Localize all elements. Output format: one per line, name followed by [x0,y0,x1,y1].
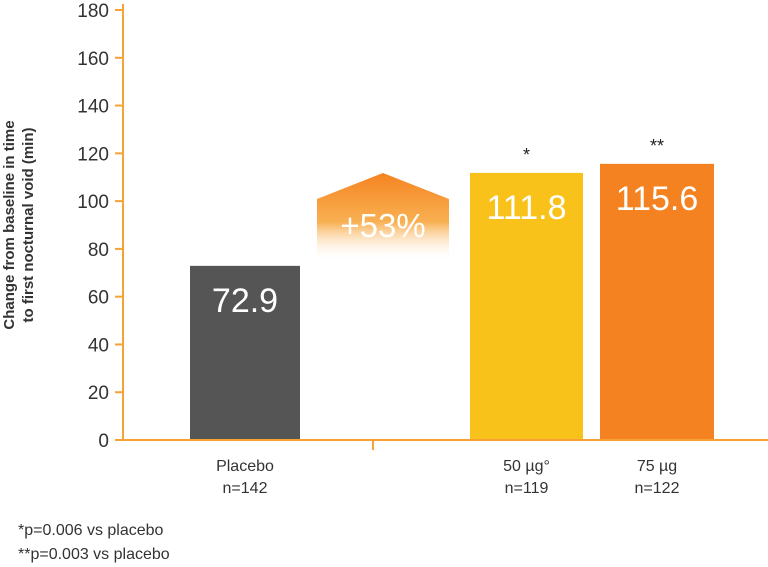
bar [190,265,300,440]
y-axis: 0 20 40 60 80 100 120 140 160 180 [77,1,124,452]
y-axis-label: Change from baseline in time to first noc… [1,120,37,329]
category-label: Placebo n=142 [216,458,274,497]
y-tick-label: 120 [77,144,109,165]
increase-percentage-label: +53% [340,207,425,244]
y-tick-label: 140 [77,97,109,118]
y-tick-label: 20 [88,383,109,404]
footnote-double-asterisk: **p=0.003 vs placebo [18,546,170,563]
category-label: 50 µg° n=119 [503,458,550,497]
bar [600,163,714,440]
bar-value-label: 72.9 [212,282,278,320]
footnote-single-asterisk: *p=0.006 vs placebo [18,522,164,539]
y-tick-label: 80 [88,240,109,261]
bar-value-label: 111.8 [486,189,566,227]
significance-marker: ** [650,136,664,156]
bars: 72.9 111.8 * 115.6 ** [190,136,714,440]
increase-annotation: +53% [317,173,449,262]
x-axis: Placebo n=142 50 µg° n=119 75 µg n=122 [123,439,768,497]
y-axis-title: Change from baseline in time to first noc… [1,120,37,329]
y-tick-label: 40 [88,335,109,356]
y-tick-label: 100 [77,192,109,213]
bar-chart: 0 20 40 60 80 100 120 140 160 180 72.9 111.8 * 115.6… [1,1,768,497]
significance-marker: * [523,145,530,165]
increase-arrow-shape [317,173,449,262]
y-tick-label: 160 [77,49,109,70]
bar [470,172,583,440]
y-tick-label: 180 [77,1,109,22]
y-tick-label: 0 [98,431,109,452]
category-label: 75 µg n=122 [635,458,680,497]
bar-value-label: 115.6 [616,180,699,218]
footnotes: *p=0.006 vs placebo **p=0.003 vs placebo [18,519,170,567]
y-tick-label: 60 [88,288,109,309]
